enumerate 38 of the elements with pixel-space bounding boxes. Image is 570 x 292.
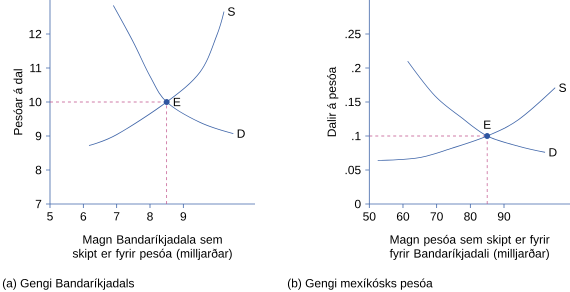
x-tick-label: 50: [363, 212, 376, 221]
y-tick-label: 9: [36, 132, 42, 140]
y-axis-title: Pesóar á dal: [13, 69, 22, 135]
y-tick-label: 12: [29, 30, 42, 38]
line-series: [407, 60, 546, 153]
y-tick-label: 0: [354, 200, 361, 208]
x-tick-label: 70: [430, 212, 443, 221]
x-axis-title: Magn pesóa sem skipt er fyrir fyrir Bandaríkjadali (milljarðar): [390, 234, 550, 260]
y-tick-label: .1: [352, 132, 361, 140]
x-axis-title: Magn Bandaríkjadala sem skipt er fyrir pesóa (milljarðar): [72, 234, 232, 260]
series-label: D: [549, 148, 557, 156]
series-label: S: [559, 83, 566, 92]
x-tick-label: 90: [498, 212, 510, 221]
y-tick-label: .2: [352, 64, 361, 72]
line-series: [112, 5, 234, 134]
x-tick-label: 8: [147, 212, 153, 221]
x-tick-label: 9: [180, 212, 186, 221]
text: (b) Gengi mexíkósks pesóa: [288, 278, 433, 290]
series-label: D: [238, 130, 245, 138]
y-tick-label: 11: [30, 64, 42, 72]
y-tick-label: .15: [346, 98, 361, 106]
x-tick-label: 5: [47, 212, 53, 221]
y-tick-label: 7: [36, 200, 42, 208]
y-tick-label: 10: [29, 98, 42, 106]
x-tick-label: 7: [114, 212, 120, 220]
y-axis-title: Dalir á pesóa: [327, 66, 338, 136]
x-tick-label: 6: [80, 212, 86, 221]
x-tick-label: 60: [396, 212, 410, 221]
series-label: S: [228, 7, 235, 16]
y-tick-label: .25: [346, 30, 361, 38]
y-tick-label: .05: [346, 166, 361, 174]
series-label: E: [174, 98, 180, 106]
text: (a) Gengi Bandaríkjadals: [2, 278, 134, 290]
y-tick-label: 8: [36, 166, 42, 174]
x-tick-label: 80: [464, 212, 477, 221]
line-series: [377, 87, 556, 161]
series-label: E: [484, 120, 491, 129]
line-series: [88, 11, 224, 146]
